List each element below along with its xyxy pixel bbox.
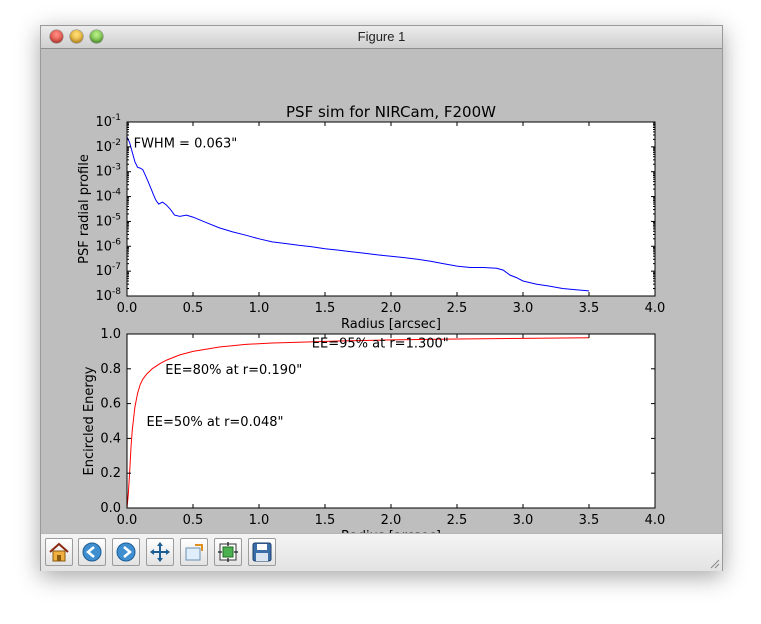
x-tick-label: 3.5 <box>579 513 600 528</box>
annotation-text: EE=80% at r=0.190" <box>165 363 302 378</box>
save-icon <box>252 542 272 562</box>
y-tick-label: 10-5 <box>95 212 121 229</box>
x-tick-label: 2.5 <box>447 301 468 316</box>
annotation-text: FWHM = 0.063" <box>134 136 238 151</box>
close-window-button[interactable] <box>50 30 63 43</box>
configure-subplots-icon <box>218 542 238 562</box>
y-tick-label: 10-3 <box>95 163 121 180</box>
x-tick-label: 3.0 <box>513 513 534 528</box>
x-tick-label: 0.0 <box>117 301 138 316</box>
title-bar: Figure 1 <box>41 26 722 49</box>
x-tick-label: 2.5 <box>447 513 468 528</box>
y-tick-label: 10-7 <box>95 262 121 279</box>
x-tick-label: 4.0 <box>645 513 666 528</box>
pan-button[interactable] <box>146 538 174 566</box>
y-tick-label: 0.4 <box>100 431 121 446</box>
figure-svg: 0.0 0.5 1.0 1.5 2.0 2.5 3.0 3.5 4.0 10-8 10-7 10-6 1… <box>77 103 666 544</box>
subplot-1: 0.0 0.5 1.0 1.5 2.0 2.5 3.0 3.5 4.0 10-8 10-7 10-6 1… <box>77 103 665 332</box>
subplot-2: 0.0 0.5 1.0 1.5 2.0 2.5 3.0 3.5 4.0 0.0 0.2 0.4 0.6 0… <box>82 327 666 544</box>
series-line-1 <box>126 136 590 292</box>
y-tick-label: 10-1 <box>95 113 121 130</box>
back-button[interactable] <box>78 538 106 566</box>
y-tick-label: 10-2 <box>95 138 121 155</box>
y-tick-label: 0.0 <box>100 501 121 516</box>
x-tick-label: 1.5 <box>315 513 336 528</box>
forward-button[interactable] <box>112 538 140 566</box>
plot-area <box>127 334 655 508</box>
y-tick-label: 10-6 <box>95 237 121 254</box>
x-tick-label: 0.0 <box>117 513 138 528</box>
annotation-text: EE=95% at r=1.300" <box>312 337 449 352</box>
home-icon <box>49 542 69 562</box>
x-tick-label: 0.5 <box>183 301 204 316</box>
x-tick-label: 0.5 <box>183 513 204 528</box>
zoom-rect-button[interactable] <box>180 538 208 566</box>
x-tick-label: 1.5 <box>315 301 336 316</box>
x-tick-label: 3.5 <box>579 301 600 316</box>
zoom-window-button[interactable] <box>90 30 103 43</box>
chart-title: PSF sim for NIRCam, F200W <box>286 103 496 121</box>
y-tick-label: 1.0 <box>100 327 121 342</box>
configure-subplots-button[interactable] <box>214 538 242 566</box>
x-tick-label: 3.0 <box>513 301 534 316</box>
minimize-window-button[interactable] <box>70 30 83 43</box>
y-tick-label: 10-8 <box>95 287 121 304</box>
y-axis-label: PSF radial profile <box>77 154 92 264</box>
resize-grip-icon[interactable] <box>708 557 720 569</box>
window-title: Figure 1 <box>357 29 406 44</box>
zoom-rect-icon <box>185 544 203 561</box>
x-tick-label: 2.0 <box>381 513 402 528</box>
series-line-1 <box>126 337 590 509</box>
x-tick-label: 1.0 <box>249 513 270 528</box>
x-tick-label: 1.0 <box>249 301 270 316</box>
y-tick-label: 0.6 <box>100 397 121 412</box>
annotation-text: EE=50% at r=0.048" <box>147 415 284 430</box>
figure-canvas: 0.0 0.5 1.0 1.5 2.0 2.5 3.0 3.5 4.0 10-8 10-7 10-6 1… <box>41 49 722 544</box>
plot-area <box>127 122 655 296</box>
y-axis-label: Encircled Energy <box>82 366 97 475</box>
x-tick-label: 4.0 <box>645 301 666 316</box>
x-tick-label: 2.0 <box>381 301 402 316</box>
figure-window: Figure 1 0.0 0.5 1.0 1.5 2.0 2.5 3.0 3.5 4.0 10-8… <box>40 25 723 571</box>
forward-icon <box>116 542 136 562</box>
navigation-toolbar <box>41 533 722 571</box>
x-axis-label: Radius [arcsec] <box>341 317 441 332</box>
y-tick-label: 0.2 <box>100 466 121 481</box>
y-tick-label: 0.8 <box>100 362 121 377</box>
y-tick-label: 10-4 <box>95 188 121 205</box>
save-button[interactable] <box>248 538 276 566</box>
pan-icon <box>150 542 170 562</box>
back-icon <box>82 542 102 562</box>
home-button[interactable] <box>45 538 73 566</box>
